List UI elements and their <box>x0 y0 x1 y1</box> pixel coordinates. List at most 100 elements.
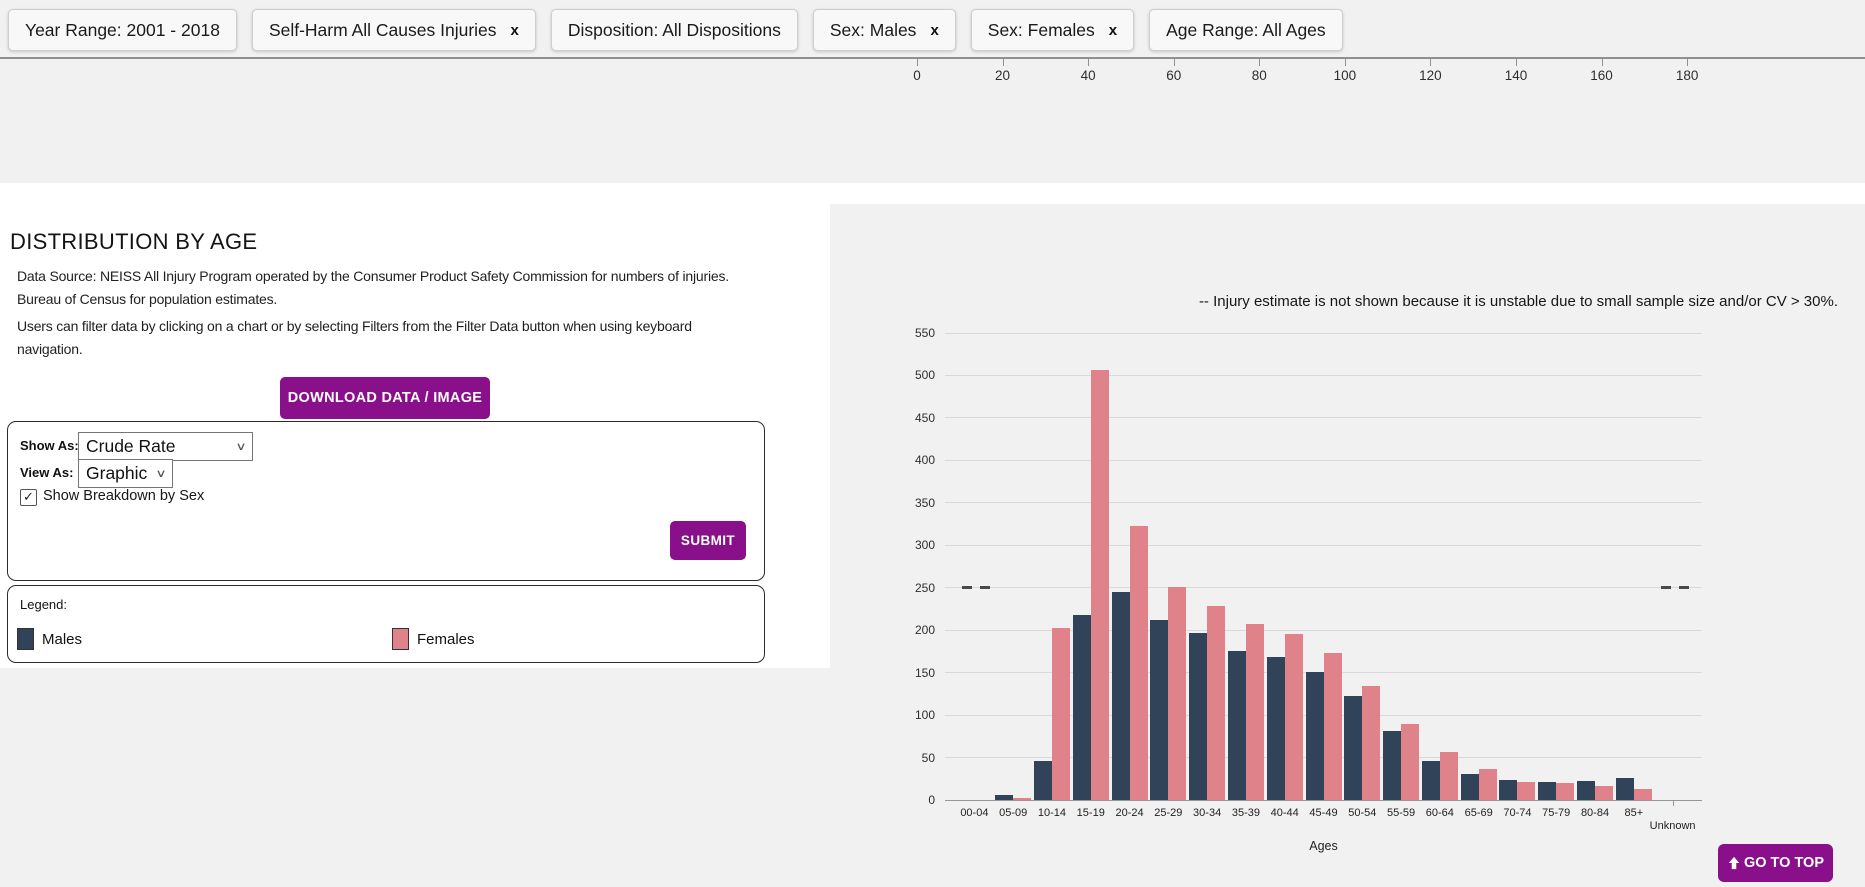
top-axis-tick <box>917 59 918 66</box>
bar-females-20-24[interactable] <box>1130 526 1148 800</box>
bar-females-70-74[interactable] <box>1517 782 1535 800</box>
bar-males-35-39[interactable] <box>1228 651 1246 800</box>
bar-females-25-29[interactable] <box>1168 587 1186 800</box>
filter-chip-disposition-all-dispositions[interactable]: Disposition: All Dispositions <box>551 9 798 51</box>
top-axis-tick-label: 20 <box>973 68 1033 83</box>
y-axis-tick-label: 300 <box>883 538 935 552</box>
gridline <box>945 545 1702 546</box>
bar-females-50-54[interactable] <box>1362 686 1380 800</box>
filter-chip-label: Sex: Females <box>988 20 1095 41</box>
unknown-category-tick <box>1673 800 1674 806</box>
go-to-top-label: GO TO TOP <box>1744 855 1824 871</box>
top-axis-tick-label: 180 <box>1657 68 1717 83</box>
y-axis-tick-label: 150 <box>883 666 935 680</box>
show-breakdown-by-sex-checkbox[interactable] <box>20 489 37 506</box>
filter-chip-self-harm-all-causes-injuries[interactable]: Self-Harm All Causes Injuriesx <box>252 9 536 51</box>
bar-males-65-69[interactable] <box>1461 774 1479 800</box>
bar-females-30-34[interactable] <box>1207 606 1225 800</box>
suppressed-estimate-marker-females <box>1679 586 1689 589</box>
gridline <box>945 417 1702 418</box>
bar-males-05-09[interactable] <box>995 795 1013 800</box>
bar-females-15-19[interactable] <box>1091 370 1109 800</box>
top-axis-tick-label: 40 <box>1058 68 1118 83</box>
bar-males-70-74[interactable] <box>1499 780 1517 800</box>
remove-filter-icon[interactable]: x <box>511 22 519 39</box>
males-color-swatch <box>17 628 34 650</box>
bar-females-75-79[interactable] <box>1556 783 1574 800</box>
view-as-select[interactable]: Graphic ∨ <box>78 459 173 488</box>
y-axis-tick-label: 100 <box>883 708 935 722</box>
bar-males-50-54[interactable] <box>1344 696 1362 800</box>
bar-females-85+[interactable] <box>1634 789 1652 800</box>
bar-males-20-24[interactable] <box>1112 592 1130 800</box>
bar-males-55-59[interactable] <box>1383 731 1401 800</box>
bar-males-10-14[interactable] <box>1034 761 1052 800</box>
show-as-select[interactable]: Crude Rate ∨ <box>78 432 253 461</box>
bar-males-25-29[interactable] <box>1150 620 1168 800</box>
bar-females-80-84[interactable] <box>1595 786 1613 800</box>
data-source-text-line1: Data Source: NEISS All Injury Program op… <box>17 268 729 284</box>
bar-males-80-84[interactable] <box>1577 781 1595 800</box>
top-axis-tick-label: 80 <box>1229 68 1289 83</box>
bar-males-30-34[interactable] <box>1189 633 1207 800</box>
top-axis-tick-label: 160 <box>1572 68 1632 83</box>
top-axis-tick <box>1602 59 1603 66</box>
top-axis-tick <box>1259 59 1260 66</box>
bar-females-40-44[interactable] <box>1285 634 1303 800</box>
bar-males-40-44[interactable] <box>1267 657 1285 800</box>
gridline <box>945 502 1702 503</box>
chevron-down-icon: ∨ <box>235 440 246 453</box>
y-axis-tick-label: 350 <box>883 496 935 510</box>
top-axis-tick-label: 140 <box>1486 68 1546 83</box>
bar-females-35-39[interactable] <box>1246 624 1264 800</box>
filter-chip-label: Sex: Males <box>830 20 917 41</box>
bar-males-85+[interactable] <box>1616 778 1634 800</box>
data-source-text-line2: Bureau of Census for population estimate… <box>17 291 277 307</box>
go-to-top-button[interactable]: GO TO TOP <box>1718 844 1833 882</box>
y-axis-tick-label: 550 <box>883 326 935 340</box>
remove-filter-icon[interactable]: x <box>1109 22 1117 39</box>
x-axis-category-label: 85+ <box>1606 807 1662 819</box>
top-axis-tick-label: 100 <box>1315 68 1375 83</box>
download-data-image-button[interactable]: DOWNLOAD DATA / IMAGE <box>280 377 490 419</box>
y-axis-tick-label: 50 <box>883 751 935 765</box>
top-axis-tick <box>1516 59 1517 66</box>
age-distribution-bar-chart: 05010015020025030035040045050055000-0405… <box>945 333 1702 800</box>
y-axis-tick-label: 0 <box>883 793 935 807</box>
bar-males-60-64[interactable] <box>1422 761 1440 800</box>
top-chart-x-axis-line <box>0 57 1865 59</box>
filter-chip-sex-males[interactable]: Sex: Males x <box>813 9 956 51</box>
filter-chip-label: Year Range: 2001 - 2018 <box>25 20 220 41</box>
view-as-selected-value: Graphic <box>86 463 147 484</box>
filter-chip-year-range-2001-2018[interactable]: Year Range: 2001 - 2018 <box>8 9 237 51</box>
bar-females-65-69[interactable] <box>1479 769 1497 800</box>
usage-hint-text-line1: Users can filter data by clicking on a c… <box>17 318 692 334</box>
top-axis-tick <box>1345 59 1346 66</box>
remove-filter-icon[interactable]: x <box>930 22 938 39</box>
arrow-up-icon <box>1727 856 1741 870</box>
usage-hint-text-line2: navigation. <box>17 341 83 357</box>
bar-females-45-49[interactable] <box>1324 653 1342 800</box>
top-axis-tick-label: 120 <box>1400 68 1460 83</box>
y-axis-tick-label: 200 <box>883 623 935 637</box>
bar-males-15-19[interactable] <box>1073 615 1091 800</box>
bar-females-60-64[interactable] <box>1440 752 1458 800</box>
filter-chip-age-range-all-ages[interactable]: Age Range: All Ages <box>1149 9 1343 51</box>
chevron-down-icon: ∨ <box>155 467 166 480</box>
suppressed-estimate-marker-males <box>962 586 972 589</box>
bar-females-05-09[interactable] <box>1013 798 1031 800</box>
filter-chip-label: Age Range: All Ages <box>1166 20 1326 41</box>
submit-button[interactable]: SUBMIT <box>670 521 746 560</box>
bar-females-55-59[interactable] <box>1401 724 1419 800</box>
y-axis-tick-label: 500 <box>883 368 935 382</box>
y-axis-tick-label: 250 <box>883 581 935 595</box>
show-breakdown-by-sex-label: Show Breakdown by Sex <box>43 488 204 504</box>
legend-title: Legend: <box>20 597 67 612</box>
bar-females-10-14[interactable] <box>1052 628 1070 800</box>
legend-box <box>7 585 765 663</box>
bar-males-45-49[interactable] <box>1306 672 1324 800</box>
wisqars-visualization-page: Year Range: 2001 - 2018 Self-Harm All Cau… <box>0 0 1865 887</box>
bar-males-75-79[interactable] <box>1538 782 1556 800</box>
page-title: DISTRIBUTION BY AGE <box>10 229 257 255</box>
filter-chip-sex-females[interactable]: Sex: Females x <box>971 9 1134 51</box>
